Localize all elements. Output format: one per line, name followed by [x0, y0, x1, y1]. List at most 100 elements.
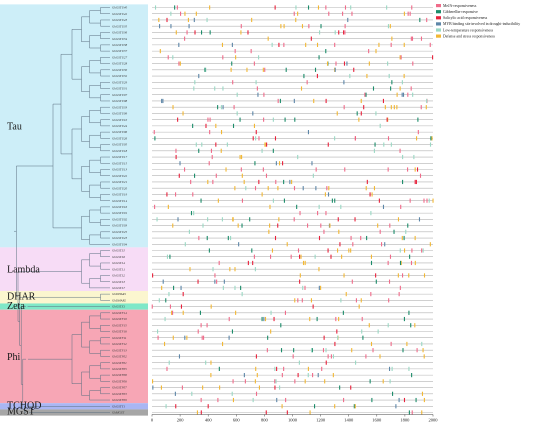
cis-element-mark [177, 217, 179, 222]
gene-label: GhGSTU07 [112, 93, 127, 97]
cis-element-mark [334, 198, 336, 203]
cis-element-mark [294, 379, 296, 384]
cis-element-mark [231, 329, 233, 334]
cis-element-mark [297, 298, 299, 303]
cis-element-mark [175, 192, 177, 197]
cis-element-mark [420, 105, 422, 110]
cis-element-mark [238, 242, 240, 247]
cis-element-mark [398, 397, 400, 403]
cis-element-mark [369, 379, 371, 384]
cis-element-mark [280, 348, 283, 353]
cis-element-mark [304, 260, 306, 266]
cis-element-mark [256, 86, 258, 91]
cis-element-mark [222, 86, 224, 91]
cis-element-mark [195, 142, 197, 147]
cis-element-mark [217, 198, 219, 203]
legend-swatch [436, 22, 441, 26]
gene-label: GhGSTU35 [112, 24, 127, 28]
cis-element-mark [391, 366, 393, 371]
gene-label: GhGSTF06 [112, 379, 127, 383]
cis-element-mark [285, 397, 287, 403]
gene-label: GhGSTU34 [112, 37, 127, 41]
legend-label: Salicylic acid responsiveness [443, 16, 488, 20]
cis-element-mark [253, 254, 255, 259]
cis-element-mark [226, 142, 228, 147]
cis-element-mark [291, 179, 293, 185]
gene-label: GhGSTT1 [112, 404, 125, 408]
cis-element-mark [165, 404, 167, 409]
cis-element-mark [317, 373, 319, 378]
gene-label: GhGSTU21 [112, 180, 127, 184]
cis-element-mark [174, 391, 176, 396]
cis-element-mark [279, 385, 281, 390]
cis-element-mark [255, 136, 257, 141]
legend-swatch [436, 28, 441, 32]
promoter-lines [152, 7, 433, 413]
cis-element-mark [310, 348, 313, 353]
gene-label: GhGSTU27 [112, 55, 127, 59]
cis-element-mark [402, 273, 404, 278]
gene-label: GhGSTU01 [112, 211, 127, 215]
cis-element-mark [208, 248, 210, 253]
cis-element-mark [426, 198, 428, 203]
cis-element-mark [374, 142, 376, 147]
axis-tick-label: 1200 [316, 418, 326, 423]
cis-element-mark [423, 354, 425, 359]
cis-element-mark [293, 186, 296, 191]
cis-element-mark [387, 61, 389, 66]
cis-element-mark [386, 117, 388, 122]
cis-element-mark [270, 329, 272, 334]
cis-element-mark [194, 173, 196, 178]
cis-element-mark [152, 385, 154, 390]
cis-element-mark [169, 254, 171, 259]
cis-element-mark [178, 42, 180, 47]
cis-element-mark [253, 123, 256, 128]
cis-element-mark [390, 142, 392, 147]
cis-element-mark [261, 192, 263, 197]
cis-element-mark [400, 260, 402, 266]
cis-element-mark [263, 316, 265, 322]
cis-element-mark [270, 310, 272, 315]
cis-element-mark [343, 273, 345, 278]
cis-element-mark [196, 410, 198, 415]
gene-label: GhDHAR1 [112, 292, 126, 296]
cis-element-mark [298, 360, 300, 365]
legend-swatch [436, 34, 441, 38]
cis-element-mark [354, 136, 356, 141]
cis-element-mark [239, 154, 241, 160]
cis-element-mark [423, 273, 426, 278]
cis-element-mark [273, 316, 275, 322]
cis-element-mark [351, 11, 353, 16]
axis-tick-label: 200 [177, 418, 185, 423]
cis-element-mark [240, 285, 242, 290]
cis-element-mark [227, 235, 229, 241]
cis-element-mark [387, 24, 389, 29]
cis-element-mark [344, 5, 347, 10]
cis-element-mark [278, 42, 280, 47]
gene-label: GhGSTU28 [112, 62, 127, 66]
cis-element-mark [152, 379, 154, 384]
cis-element-mark [277, 186, 279, 191]
cis-element-mark [337, 217, 339, 222]
cis-element-mark [258, 179, 260, 185]
legend-swatch [436, 4, 441, 8]
cis-element-mark [383, 142, 385, 147]
cis-element-mark [261, 316, 263, 322]
cis-element-mark [165, 298, 167, 303]
gene-label: GhGSTU43 [112, 18, 127, 22]
cis-element-mark [277, 98, 279, 104]
cis-element-mark [421, 410, 423, 415]
cis-element-mark [205, 360, 207, 365]
cis-element-mark [307, 5, 310, 10]
cis-element-mark [264, 316, 267, 322]
clade-label-dhar: DHAR [7, 291, 36, 302]
clade-label-phi: Phi [7, 352, 21, 363]
cis-element-mark [307, 130, 310, 135]
cis-element-mark [382, 98, 384, 104]
cis-element-mark [289, 179, 291, 185]
cis-element-mark [194, 80, 196, 85]
axis-tick-label: 2000 [429, 418, 439, 423]
cis-element-mark [342, 11, 344, 16]
cis-element-mark [388, 366, 391, 371]
cis-element-mark [312, 373, 314, 378]
